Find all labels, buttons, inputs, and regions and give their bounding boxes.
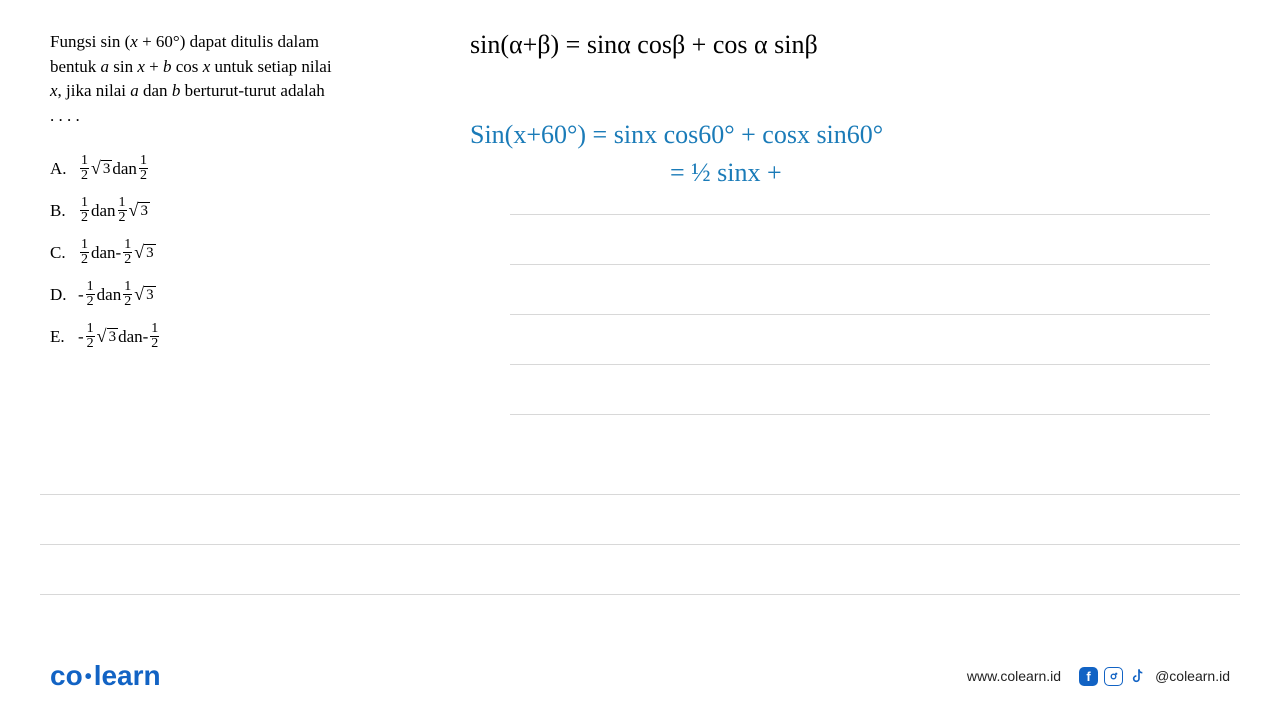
- neg: -: [143, 327, 149, 347]
- neg: -: [78, 327, 84, 347]
- handwriting-area: sin(α+β) = sinα cosβ + cos α sinβ Sin(x+…: [470, 30, 1250, 188]
- question-text: Fungsi sin (x + 60°) dapat ditulis dalam…: [50, 30, 420, 129]
- option-letter: A.: [50, 159, 78, 179]
- ruled-lines: [510, 165, 1210, 415]
- var-a: a: [101, 57, 110, 76]
- fraction: 12: [123, 280, 132, 309]
- sep: dan: [118, 327, 143, 347]
- facebook-icon: f: [1079, 667, 1098, 686]
- q-line2b: sin: [109, 57, 137, 76]
- sep: dan: [97, 285, 122, 305]
- option-letter: E.: [50, 327, 78, 347]
- q-line3b: dan: [139, 81, 172, 100]
- fraction: 12: [80, 154, 89, 183]
- sep: dan: [112, 159, 137, 179]
- q-line2d: cos: [172, 57, 203, 76]
- fraction: 12: [123, 238, 132, 267]
- logo-part-a: co: [50, 660, 83, 691]
- q-line1a: Fungsi sin (: [50, 32, 130, 51]
- q-line3c: berturut-turut adalah: [180, 81, 324, 100]
- var-x2: x: [137, 57, 145, 76]
- sqrt: √3: [134, 284, 155, 305]
- footer-url: www.colearn.id: [967, 668, 1061, 684]
- hw-step1: Sin(x+60°) = sinx cos60° + cosx sin60°: [470, 120, 1250, 150]
- footer-right: www.colearn.id f @colearn.id: [967, 666, 1230, 686]
- q-line3a: , jika nilai: [58, 81, 131, 100]
- social-icons: f @colearn.id: [1079, 666, 1230, 686]
- option-letter: B.: [50, 201, 78, 221]
- q-line1b: + 60°) dapat ditulis dalam: [138, 32, 319, 51]
- fraction: 12: [139, 154, 148, 183]
- var-x: x: [130, 32, 138, 51]
- hw-formula: sin(α+β) = sinα cosβ + cos α sinβ: [470, 30, 1250, 60]
- q-line4: . . . .: [50, 106, 80, 125]
- var-a2: a: [130, 81, 139, 100]
- neg: -: [116, 243, 122, 263]
- option-letter: D.: [50, 285, 78, 305]
- sqrt: √3: [134, 242, 155, 263]
- footer: co•learn www.colearn.id f @colearn.id: [50, 660, 1230, 692]
- fraction: 12: [80, 238, 89, 267]
- ruled-lines-bottom: [40, 445, 1240, 595]
- fraction: 12: [80, 196, 89, 225]
- var-x4: x: [50, 81, 58, 100]
- q-line2e: untuk setiap nilai: [210, 57, 331, 76]
- fraction: 12: [86, 322, 95, 351]
- logo-dot: •: [83, 666, 94, 688]
- sqrt: √3: [129, 200, 150, 221]
- var-b: b: [163, 57, 172, 76]
- brand-logo: co•learn: [50, 660, 161, 692]
- sqrt: √3: [97, 326, 118, 347]
- neg: -: [78, 285, 84, 305]
- sep: dan: [91, 201, 116, 221]
- sqrt: √3: [91, 158, 112, 179]
- footer-handle: @colearn.id: [1155, 668, 1230, 684]
- instagram-icon: [1104, 667, 1123, 686]
- fraction: 12: [150, 322, 159, 351]
- option-letter: C.: [50, 243, 78, 263]
- q-line2a: bentuk: [50, 57, 101, 76]
- tiktok-icon: [1129, 666, 1149, 686]
- logo-part-b: learn: [94, 660, 161, 691]
- sep: dan: [91, 243, 116, 263]
- fraction: 12: [86, 280, 95, 309]
- fraction: 12: [118, 196, 127, 225]
- q-line2c: +: [145, 57, 163, 76]
